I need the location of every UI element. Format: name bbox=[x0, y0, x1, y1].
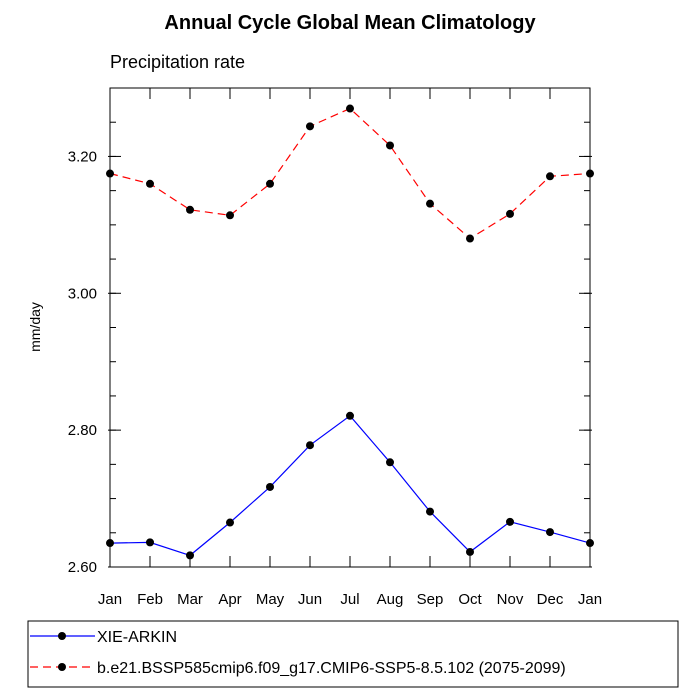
x-tick-label: Jan bbox=[578, 591, 602, 608]
series-line-1 bbox=[109, 107, 591, 240]
series-0-point bbox=[426, 507, 434, 516]
chart-title: Annual Cycle Global Mean Climatology bbox=[164, 12, 536, 34]
series-line-0 bbox=[109, 414, 591, 557]
legend-marker-0 bbox=[58, 632, 66, 640]
series-1-point bbox=[266, 179, 274, 188]
y-tick-label: 2.60 bbox=[68, 559, 97, 576]
series-0-point bbox=[546, 528, 554, 537]
x-tick-label: Feb bbox=[137, 591, 163, 608]
legend-label-1: b.e21.BSSP585cmip6.f09_g17.CMIP6-SSP5-8.… bbox=[97, 660, 566, 677]
series-0-point bbox=[146, 538, 154, 547]
series-1-point bbox=[226, 211, 234, 220]
y-tick-label: 3.00 bbox=[68, 285, 97, 302]
plot-frame bbox=[109, 87, 591, 568]
series-1-point bbox=[346, 104, 354, 113]
x-tick-label: May bbox=[256, 591, 285, 608]
x-tick-label: Oct bbox=[458, 591, 482, 608]
series-0-point bbox=[306, 441, 314, 450]
series-0-point bbox=[346, 411, 354, 420]
x-tick-label: Jun bbox=[298, 591, 322, 608]
x-tick-label: Jan bbox=[98, 591, 122, 608]
series-0-point bbox=[186, 551, 194, 560]
legend: XIE-ARKIN b.e21.BSSP585cmip6.f09_g17.CMIP… bbox=[30, 629, 566, 677]
series-0-point bbox=[506, 517, 514, 526]
series-1-point bbox=[506, 209, 514, 218]
series-0-point bbox=[266, 482, 274, 491]
y-tick-label: 3.20 bbox=[68, 148, 97, 165]
series-0-point bbox=[226, 518, 234, 527]
series-1-point bbox=[386, 141, 394, 150]
series-1-point bbox=[466, 234, 474, 243]
x-tick-label: Jul bbox=[340, 591, 359, 608]
y-tick-label: 2.80 bbox=[68, 422, 97, 439]
x-tick-label: Aug bbox=[377, 591, 404, 608]
axis-ticks: Jan Feb Mar Apr May Jun Jul Aug Sep Oct Nov Dec Jan2… bbox=[68, 87, 602, 608]
y-axis-label: mm/day bbox=[27, 302, 43, 352]
series-layer bbox=[106, 104, 594, 560]
series-1-point bbox=[546, 172, 554, 181]
series-1-point bbox=[106, 169, 114, 178]
legend-box bbox=[27, 620, 679, 688]
x-tick-label: Sep bbox=[417, 591, 444, 608]
series-0-point bbox=[386, 458, 394, 467]
x-tick-label: Mar bbox=[177, 591, 203, 608]
x-tick-label: Apr bbox=[218, 591, 241, 608]
legend-marker-1 bbox=[58, 663, 66, 671]
series-0-point bbox=[106, 539, 114, 548]
series-1-point bbox=[426, 199, 434, 208]
series-0-point bbox=[586, 539, 594, 548]
legend-label-0: XIE-ARKIN bbox=[97, 629, 177, 646]
series-1-point bbox=[306, 122, 314, 131]
chart-subtitle: Precipitation rate bbox=[110, 52, 245, 72]
x-tick-label: Dec bbox=[537, 591, 564, 608]
series-1-point bbox=[186, 205, 194, 214]
series-1-point bbox=[586, 169, 594, 178]
series-0-point bbox=[466, 547, 474, 556]
x-tick-label: Nov bbox=[497, 591, 524, 608]
series-1-point bbox=[146, 179, 154, 188]
